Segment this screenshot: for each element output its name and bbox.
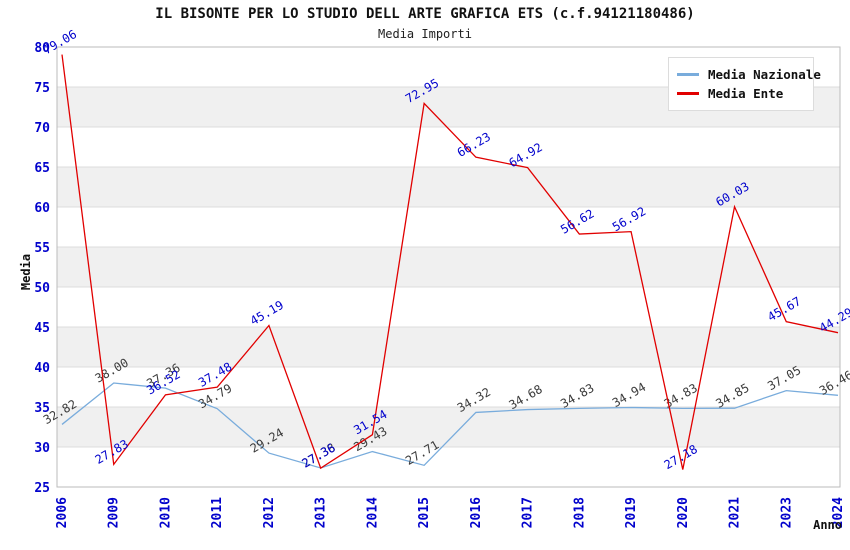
media-ente-line-swatch	[677, 92, 699, 95]
x-tick-label: 2015	[417, 497, 432, 528]
x-tick-label: 2013	[314, 497, 329, 528]
x-tick-label: 2016	[469, 497, 484, 528]
legend-label-media-nazionale: Media Nazionale	[708, 67, 821, 82]
y-tick-label: 25	[34, 481, 50, 496]
legend-label-media-ente: Media Ente	[708, 86, 784, 101]
y-tick-label: 45	[34, 321, 50, 336]
x-tick-label: 2017	[521, 497, 536, 528]
x-tick-label: 2006	[55, 497, 70, 528]
y-tick-label: 75	[34, 81, 50, 96]
alternating-band	[57, 247, 840, 287]
y-tick-label: 40	[34, 361, 50, 376]
alternating-band	[57, 167, 840, 207]
x-tick-label: 2023	[779, 497, 794, 528]
y-tick-label: 35	[34, 401, 50, 416]
plot-border	[56, 46, 841, 488]
media-nazionale-line	[61, 382, 839, 469]
x-axis-title: Anno	[813, 518, 842, 532]
x-tick-label: 2014	[365, 497, 380, 528]
y-axis-title: Media	[19, 254, 33, 290]
chart-legend: Media Nazionale Media Ente	[668, 57, 821, 111]
x-tick-label: 2020	[676, 497, 691, 528]
chart-subtitle: Media Importi	[378, 27, 472, 41]
y-tick-label: 60	[34, 201, 50, 216]
x-tick-label: 2012	[262, 497, 277, 528]
x-tick-label: 2024	[831, 497, 846, 528]
x-tick-label: 2019	[624, 497, 639, 528]
y-tick-label: 55	[34, 241, 50, 256]
y-tick-label: 30	[34, 441, 50, 456]
media-nazionale-line-swatch	[677, 73, 699, 76]
legend-item-media-nazionale: Media Nazionale	[677, 65, 821, 84]
y-tick-label: 50	[34, 281, 50, 296]
y-tick-label: 70	[34, 121, 50, 136]
x-tick-label: 2018	[572, 497, 587, 528]
y-tick-label: 80	[34, 41, 50, 56]
legend-item-media-ente: Media Ente	[677, 84, 805, 103]
chart-title: IL BISONTE PER LO STUDIO DELL ARTE GRAFI…	[155, 6, 695, 22]
x-tick-label: 2021	[728, 497, 743, 528]
x-tick-label: 2009	[107, 497, 122, 528]
media-ente-line	[61, 54, 839, 470]
x-tick-label: 2011	[210, 497, 225, 528]
x-tick-label: 2010	[158, 497, 173, 528]
y-tick-label: 65	[34, 161, 50, 176]
